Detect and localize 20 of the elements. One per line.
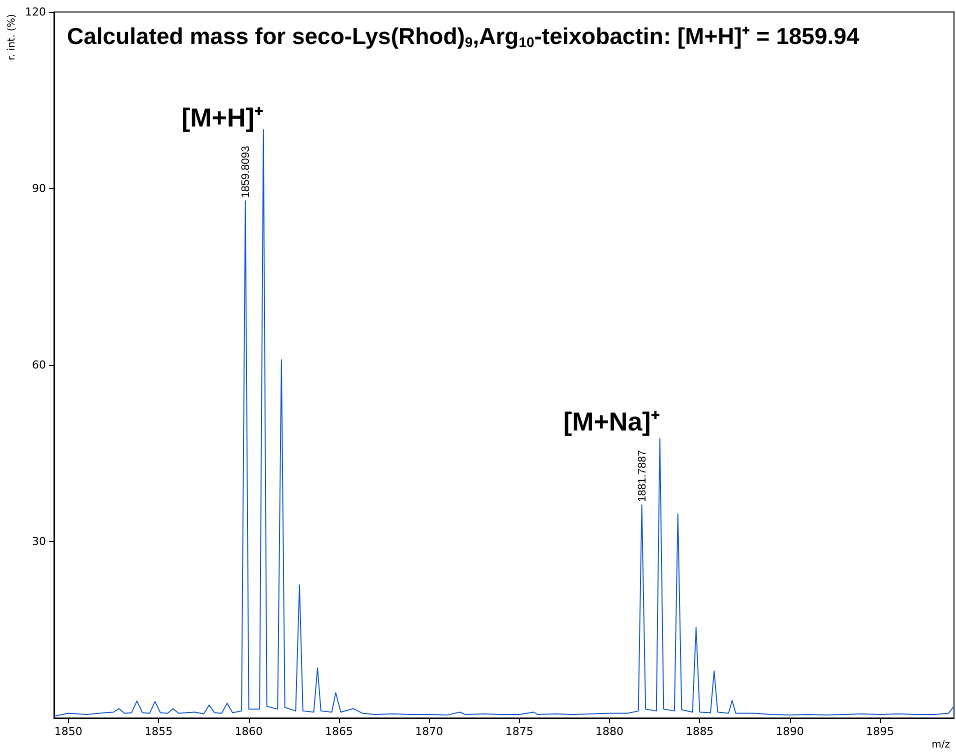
y-tick-label: 30	[32, 535, 46, 548]
y-tick-label: 60	[32, 358, 46, 372]
x-tick-label: 1875	[505, 725, 534, 738]
x-tick-label: 1890	[776, 725, 804, 738]
x-tick-label: 1865	[324, 725, 353, 738]
y-tick-label: 90	[32, 182, 46, 195]
x-tick-label: 1850	[54, 725, 82, 738]
x-tick-label: 1870	[415, 725, 444, 738]
annotation: 1881.7887	[636, 450, 648, 502]
annotation: [M+H]⁺	[181, 102, 264, 132]
annotation: [M+Na]⁺	[563, 406, 660, 436]
x-axis-title: m/z	[932, 740, 950, 750]
x-tick-label: 1855	[144, 725, 173, 738]
x-tick-label: 1860	[234, 725, 263, 738]
y-tick-label: 120	[25, 6, 46, 18]
annotation: 1859.8093	[240, 146, 252, 198]
x-tick-label: 1895	[866, 725, 894, 738]
x-tick-label: 1885	[686, 725, 714, 738]
x-tick-label: 1880	[596, 725, 624, 738]
y-axis-title: r. int. (%)	[6, 14, 18, 60]
